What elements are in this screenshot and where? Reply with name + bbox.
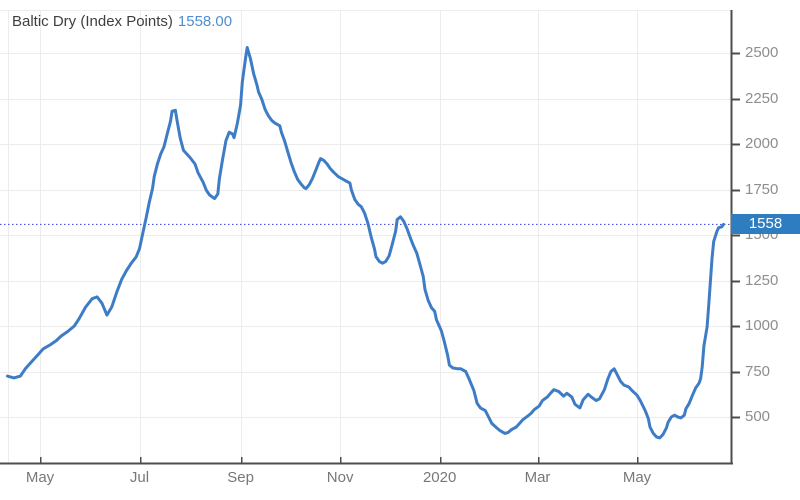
x-axis-label: May [622,469,652,486]
chart-title-row: Baltic Dry (Index Points) 1558.00 [12,13,232,30]
y-axis-label: 2250 [745,89,779,107]
current-value-badge: 1558 [731,214,800,235]
y-axis-label: 500 [745,408,771,425]
x-axis-label: Mar [524,469,551,486]
x-axis-label: Nov [326,469,354,486]
x-axis-label: 2020 [422,469,457,486]
x-axis-label: May [25,469,55,486]
y-axis-label: 1000 [745,317,779,334]
y-axis-label: 1750 [745,180,779,198]
series-name: Baltic Dry (Index Points) [12,13,173,30]
y-axis-label: 1250 [745,271,779,289]
x-axis-label: Jul [129,469,150,486]
x-axis-label: Sep [227,469,254,486]
series-current-value: 1558.00 [177,13,233,30]
y-axis-label: 750 [745,362,771,380]
y-axis-label: 2000 [745,135,779,152]
baltic-dry-series-line [5,46,725,440]
y-axis-label: 2500 [745,44,779,61]
